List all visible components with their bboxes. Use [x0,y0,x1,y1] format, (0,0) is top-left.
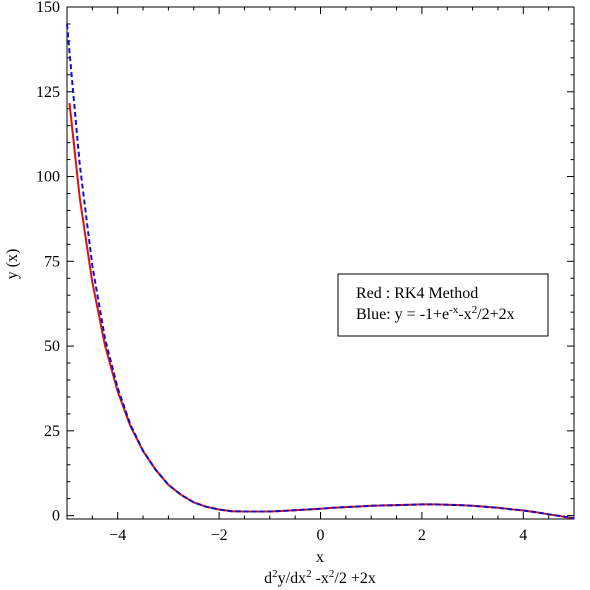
legend-line-exact: Blue: y = -1+e-x-x2/2+2x [356,304,515,323]
y-tick-label: 75 [44,253,60,270]
x-tick-label: −2 [211,527,228,544]
ticks: −4 −2 0 2 4 0 25 50 75 100 125 150 [36,0,574,544]
x-tick-label: 4 [519,527,527,544]
y-axis-label: y (x) [4,249,21,280]
equation-caption: d2y/dx2 -x2/2 +2x [264,568,376,587]
y-tick-label: 0 [52,508,60,525]
legend-line-rk4: Red : RK4 Method [356,285,478,302]
y-tick-label: 100 [36,169,60,186]
plot-frame [67,7,574,519]
series-line-exact [67,24,574,518]
x-tick-label: 0 [317,527,325,544]
x-axis-label: x [316,549,324,566]
y-tick-label: 25 [44,423,60,440]
x-tick-label: 2 [418,527,426,544]
y-tick-label: 125 [36,84,60,101]
legend-box [338,274,548,336]
y-tick-label: 50 [44,338,60,355]
x-tick-label: −4 [109,527,126,544]
legend: Red : RK4 Method Blue: y = -1+e-x-x2/2+2… [338,274,548,336]
y-tick-label: 150 [36,0,60,16]
series [67,24,574,518]
